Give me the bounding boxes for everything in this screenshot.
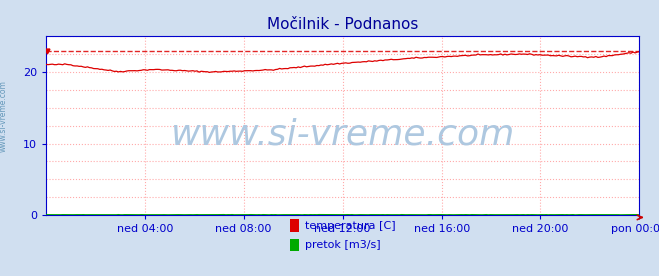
Text: www.si-vreme.com: www.si-vreme.com <box>171 118 515 152</box>
Title: Močilnik - Podnanos: Močilnik - Podnanos <box>267 17 418 32</box>
Text: pretok [m3/s]: pretok [m3/s] <box>305 240 381 250</box>
Text: www.si-vreme.com: www.si-vreme.com <box>0 80 8 152</box>
Text: temperatura [C]: temperatura [C] <box>305 221 396 231</box>
